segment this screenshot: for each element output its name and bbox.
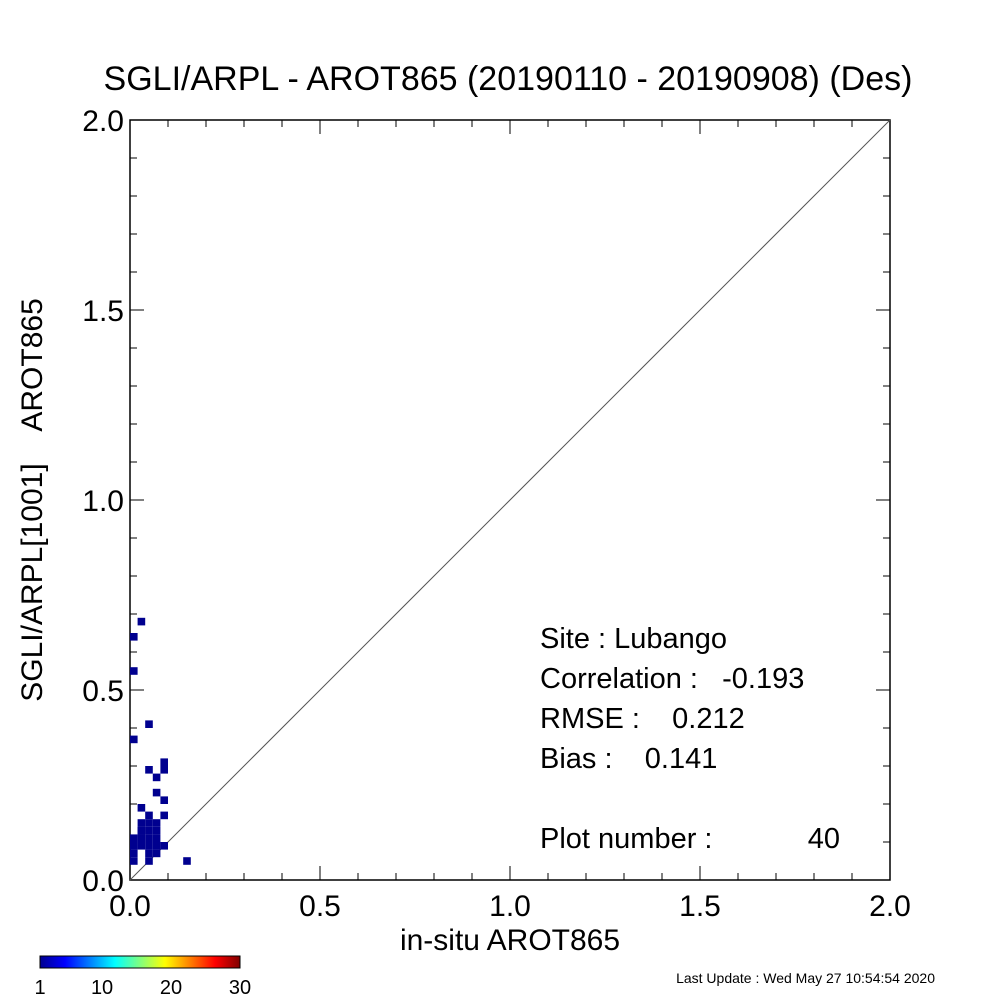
density-cell: [130, 735, 138, 744]
density-cell: [145, 720, 153, 728]
x-tick-label: 0.5: [299, 890, 341, 923]
density-cell: [137, 842, 146, 850]
colorbar-labels: 1 10 20 30: [34, 977, 251, 999]
density-cell: [152, 826, 161, 835]
one-to-one-line: [129, 119, 891, 881]
density-cell: [145, 826, 153, 835]
x-tick-label: 0.0: [109, 890, 151, 923]
colorbar-tick-label: 30: [229, 977, 251, 999]
x-tick-label: 2.0: [869, 890, 911, 923]
density-cell: [160, 796, 168, 804]
colorbar-tick-label: 10: [91, 977, 113, 999]
density-cell: [160, 758, 168, 766]
density-cell: [130, 857, 138, 865]
stat-plot-number-label: Plot number :: [540, 823, 712, 855]
stats-box: Site : Lubango Correlation : -0.193 RMSE…: [540, 623, 840, 855]
axis-ticks: [129, 119, 891, 881]
density-cell: [145, 811, 153, 820]
density-cell: [152, 849, 161, 858]
y-axis-label: SGLI/ARPL[1001] AROT865: [16, 298, 49, 702]
density-cell: [145, 819, 153, 827]
density-cell: [137, 617, 146, 626]
density-cell: [130, 834, 138, 842]
colorbar-tick-label: 20: [160, 977, 182, 999]
density-cell: [145, 834, 153, 842]
density-cell: [145, 849, 153, 858]
density-cell: [145, 766, 153, 774]
stat-plot-number-value: 40: [808, 823, 840, 855]
y-tick-label: 0.5: [82, 675, 124, 708]
density-cell: [152, 819, 161, 827]
chart-title: SGLI/ARPL - AROT865 (20190110 - 20190908…: [104, 60, 913, 98]
colorbar: 1 10 20 30: [34, 955, 251, 999]
stat-bias: Bias : 0.141: [540, 743, 717, 775]
density-cell: [152, 773, 161, 782]
density-cell: [145, 842, 153, 850]
density-cell: [137, 804, 146, 812]
density-cell: [152, 834, 161, 842]
density-cell: [183, 857, 191, 865]
x-axis-label: in-situ AROT865: [400, 924, 620, 957]
density-cell: [160, 811, 168, 820]
density-cell: [137, 826, 146, 835]
y-tick-label: 1.0: [82, 485, 124, 518]
density-cell: [130, 849, 138, 858]
stat-correlation: Correlation : -0.193: [540, 663, 804, 695]
density-cell: [130, 667, 138, 675]
density-cell: [137, 819, 146, 827]
density-cell: [152, 842, 161, 850]
density-cell: [137, 834, 146, 842]
stat-site: Site : Lubango: [540, 623, 727, 655]
density-cell: [152, 788, 161, 797]
last-update-text: Last Update : Wed May 27 10:54:54 2020: [676, 970, 935, 986]
y-tick-label: 0.0: [82, 865, 124, 898]
density-cell: [160, 842, 168, 850]
density-cell: [145, 857, 153, 865]
colorbar-tick-label: 1: [34, 977, 45, 999]
colorbar-gradient: [39, 955, 241, 969]
x-tick-label: 1.0: [489, 890, 531, 923]
density-cell: [130, 633, 138, 641]
stat-rmse: RMSE : 0.212: [540, 703, 745, 735]
y-tick-label: 1.5: [82, 295, 124, 328]
axis-tick-labels: 0.0 0.5 1.0 1.5 2.0 0.0 0.5 1.0 1.5 2.0: [82, 105, 911, 923]
density-cell: [160, 766, 168, 774]
data-points: [130, 617, 191, 865]
x-tick-label: 1.5: [679, 890, 721, 923]
y-tick-label: 2.0: [82, 105, 124, 138]
density-cell: [130, 842, 138, 850]
